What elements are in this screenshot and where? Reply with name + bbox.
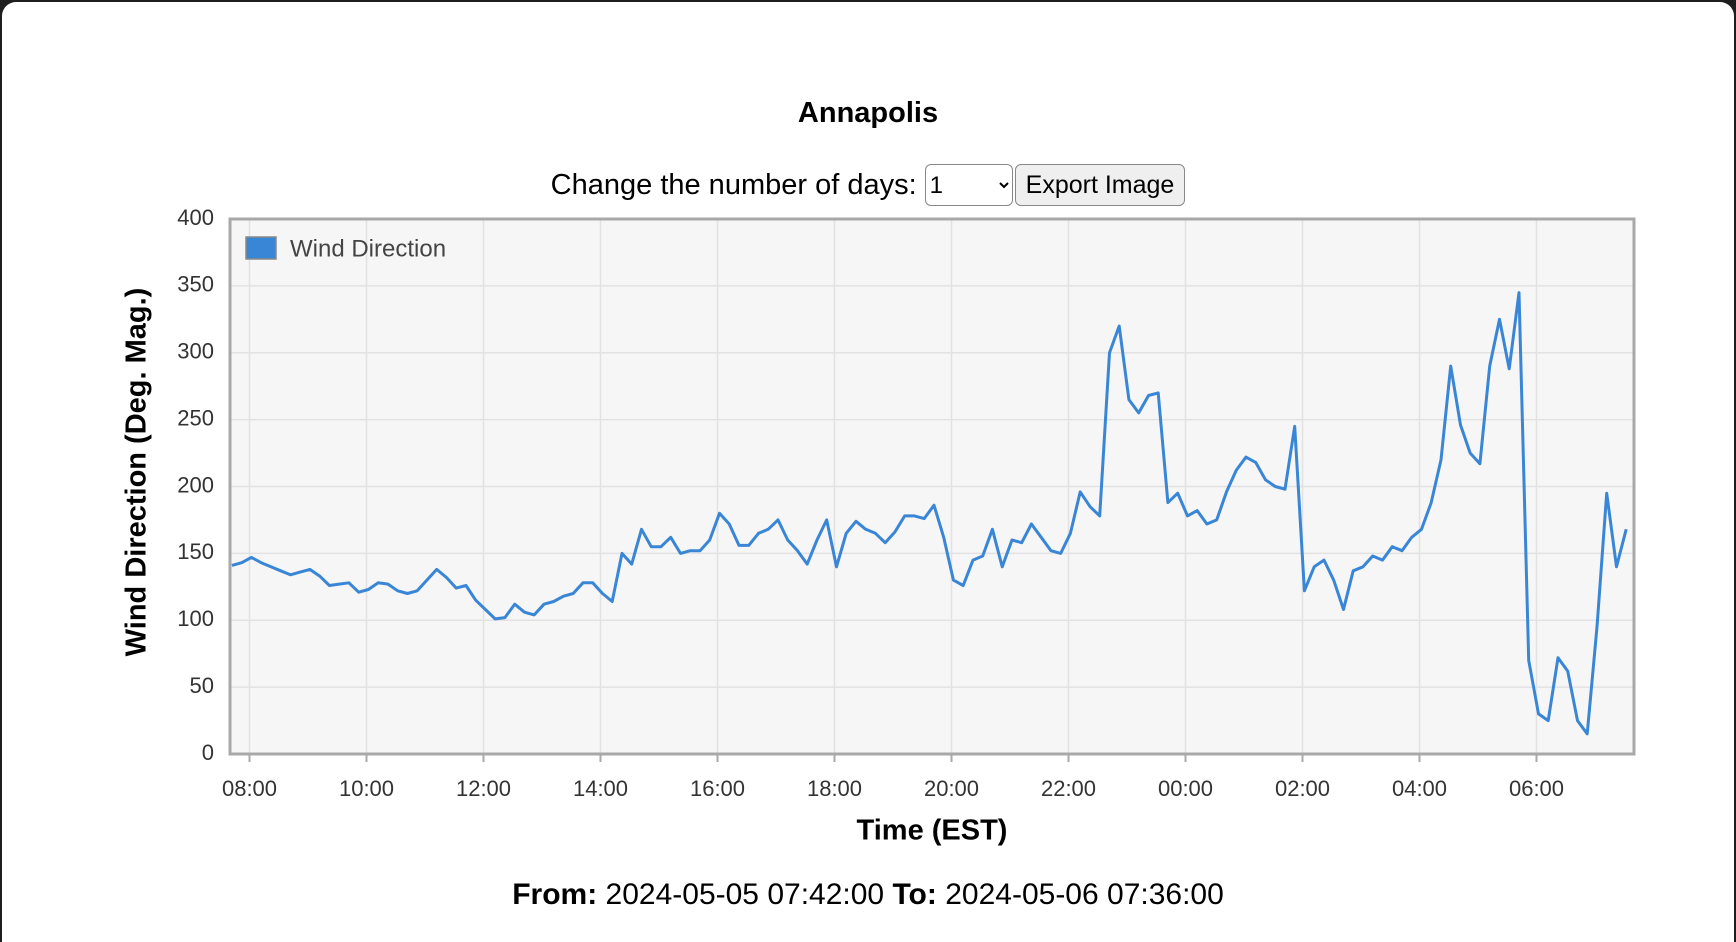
- x-tick-label: 16:00: [690, 776, 745, 801]
- export-button[interactable]: Export Image: [1014, 164, 1186, 206]
- from-label: From:: [512, 878, 598, 911]
- x-tick-label: 00:00: [1158, 776, 1213, 801]
- data-line: [231, 291, 1628, 736]
- to-date: 2024-05-06 07:36:00: [945, 878, 1224, 911]
- y-tick-label: 350: [177, 272, 214, 297]
- y-tick-label: 150: [177, 539, 214, 564]
- page-title: Annapolis: [797, 97, 939, 129]
- x-tick-label: 20:00: [924, 776, 979, 801]
- legend-label: Wind Direction: [290, 235, 446, 262]
- x-tick-label: 02:00: [1275, 776, 1330, 801]
- date-range: From: 2024-05-05 07:42:00 To: 2024-05-06…: [2, 878, 1734, 912]
- to-label: To:: [892, 878, 937, 911]
- y-tick-label: 50: [190, 673, 214, 698]
- x-tick-label: 14:00: [573, 776, 628, 801]
- x-tick-label: 22:00: [1041, 776, 1096, 801]
- days-label: Change the number of days:: [550, 168, 917, 201]
- from-date: 2024-05-05 07:42:00: [605, 878, 885, 911]
- x-tick-label: 10:00: [339, 776, 394, 801]
- x-tick-label: 08:00: [222, 776, 277, 801]
- x-tick-label: 18:00: [807, 776, 862, 801]
- y-tick-label: 200: [177, 472, 214, 497]
- x-tick-label: 04:00: [1392, 776, 1447, 801]
- y-tick-label: 250: [177, 405, 214, 430]
- plot-border: [228, 217, 1636, 756]
- days-select[interactable]: 1: [924, 164, 1013, 206]
- y-tick-label: 0: [202, 740, 214, 765]
- legend-swatch: [245, 236, 277, 260]
- x-axis-title: Time (EST): [857, 815, 1008, 847]
- y-tick-label: 400: [177, 205, 214, 230]
- y-axis-title: Wind Direction (Deg. Mag.): [121, 288, 153, 657]
- x-tick-label: 12:00: [456, 776, 511, 801]
- x-tick-label: 06:00: [1509, 776, 1564, 801]
- y-tick-label: 100: [177, 606, 214, 631]
- controls: Change the number of days: 1 Export Imag…: [2, 164, 1734, 206]
- y-tick-label: 300: [177, 339, 214, 364]
